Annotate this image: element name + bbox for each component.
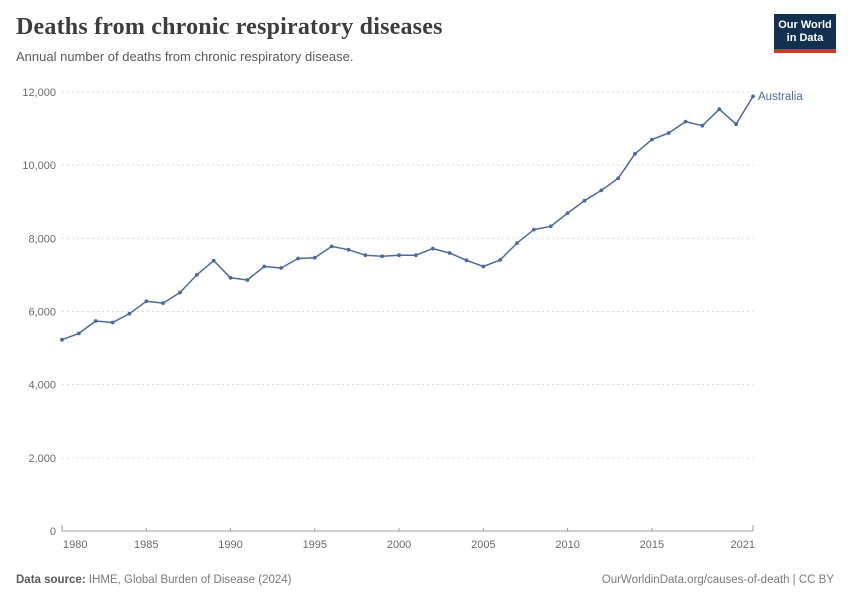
- data-point[interactable]: [650, 137, 654, 142]
- data-point[interactable]: [548, 224, 553, 229]
- data-point[interactable]: [616, 176, 621, 181]
- data-point[interactable]: [329, 244, 334, 249]
- data-point[interactable]: [464, 258, 469, 263]
- data-point[interactable]: [515, 241, 519, 246]
- data-point[interactable]: [633, 151, 637, 156]
- y-axis-tick-label: 4,000: [28, 380, 56, 392]
- data-point[interactable]: [60, 337, 64, 342]
- y-axis-tick-label: 0: [50, 526, 56, 538]
- data-point[interactable]: [734, 122, 738, 127]
- chart-subtitle: Annual number of deaths from chronic res…: [16, 49, 354, 64]
- data-point[interactable]: [178, 290, 182, 295]
- owid-logo-line2: in Data: [786, 32, 824, 44]
- data-point[interactable]: [228, 275, 233, 280]
- data-point[interactable]: [296, 256, 300, 261]
- data-point[interactable]: [363, 253, 368, 258]
- y-axis-tick-label: 8,000: [28, 233, 56, 245]
- data-point[interactable]: [717, 107, 722, 112]
- y-axis-tick-label: 10,000: [22, 160, 56, 172]
- data-point[interactable]: [414, 253, 418, 258]
- chart-footer: Data source: IHME, Global Burden of Dise…: [16, 573, 834, 587]
- data-line[interactable]: [61, 95, 754, 341]
- owid-logo: Our World in Data: [774, 14, 836, 53]
- data-point[interactable]: [127, 311, 132, 316]
- data-point[interactable]: [447, 251, 452, 255]
- data-point[interactable]: [599, 188, 604, 193]
- data-point[interactable]: [245, 278, 250, 282]
- data-point[interactable]: [194, 273, 199, 277]
- x-axis-tick-label: 2005: [471, 539, 495, 551]
- owid-logo-line1: Our World: [778, 19, 832, 31]
- x-axis-tick-label: 1990: [218, 539, 242, 551]
- data-point[interactable]: [430, 246, 435, 251]
- data-point[interactable]: [498, 258, 503, 262]
- y-axis-tick-label: 2,000: [28, 453, 56, 465]
- data-point[interactable]: [481, 264, 486, 269]
- data-point[interactable]: [397, 253, 401, 258]
- data-point[interactable]: [144, 299, 149, 304]
- data-point[interactable]: [683, 119, 688, 124]
- data-point[interactable]: [262, 264, 267, 269]
- data-source-value[interactable]: IHME, Global Burden of Disease (2024): [88, 574, 292, 586]
- data-point[interactable]: [700, 123, 705, 128]
- x-axis-tick-label: 2000: [387, 539, 411, 551]
- data-point[interactable]: [666, 131, 671, 135]
- data-source-label: Data source:: [16, 574, 86, 586]
- data-point[interactable]: [211, 258, 216, 263]
- x-axis-tick-label: 1995: [303, 539, 327, 551]
- data-source: Data source: IHME, Global Burden of Dise…: [16, 573, 292, 587]
- data-point[interactable]: [93, 319, 98, 323]
- data-point[interactable]: [77, 331, 81, 336]
- data-point[interactable]: [565, 211, 570, 216]
- x-axis-tick-label: 2010: [555, 539, 579, 551]
- x-axis-tick-label: 1985: [134, 539, 158, 551]
- series-label-australia[interactable]: Australia: [758, 91, 803, 103]
- data-point[interactable]: [161, 301, 166, 305]
- y-axis-tick-label: 6,000: [28, 307, 56, 319]
- data-point[interactable]: [532, 227, 536, 232]
- x-axis-tick-label: 2021: [731, 539, 755, 551]
- data-point[interactable]: [346, 247, 351, 252]
- data-point[interactable]: [582, 198, 587, 203]
- data-point[interactable]: [279, 266, 283, 270]
- data-point[interactable]: [751, 94, 755, 99]
- y-axis-tick-label: 12,000: [22, 87, 56, 99]
- footer-link[interactable]: OurWorldinData.org/causes-of-death | CC …: [601, 574, 834, 586]
- data-point[interactable]: [380, 254, 385, 259]
- chart-header: Deaths from chronic respiratory diseases…: [16, 12, 740, 65]
- data-point[interactable]: [312, 255, 317, 260]
- page-title: Deaths from chronic respiratory diseases: [16, 14, 443, 40]
- x-axis-tick-label: 1980: [63, 539, 87, 551]
- x-axis-tick-label: 2015: [640, 539, 664, 551]
- data-point[interactable]: [110, 320, 115, 325]
